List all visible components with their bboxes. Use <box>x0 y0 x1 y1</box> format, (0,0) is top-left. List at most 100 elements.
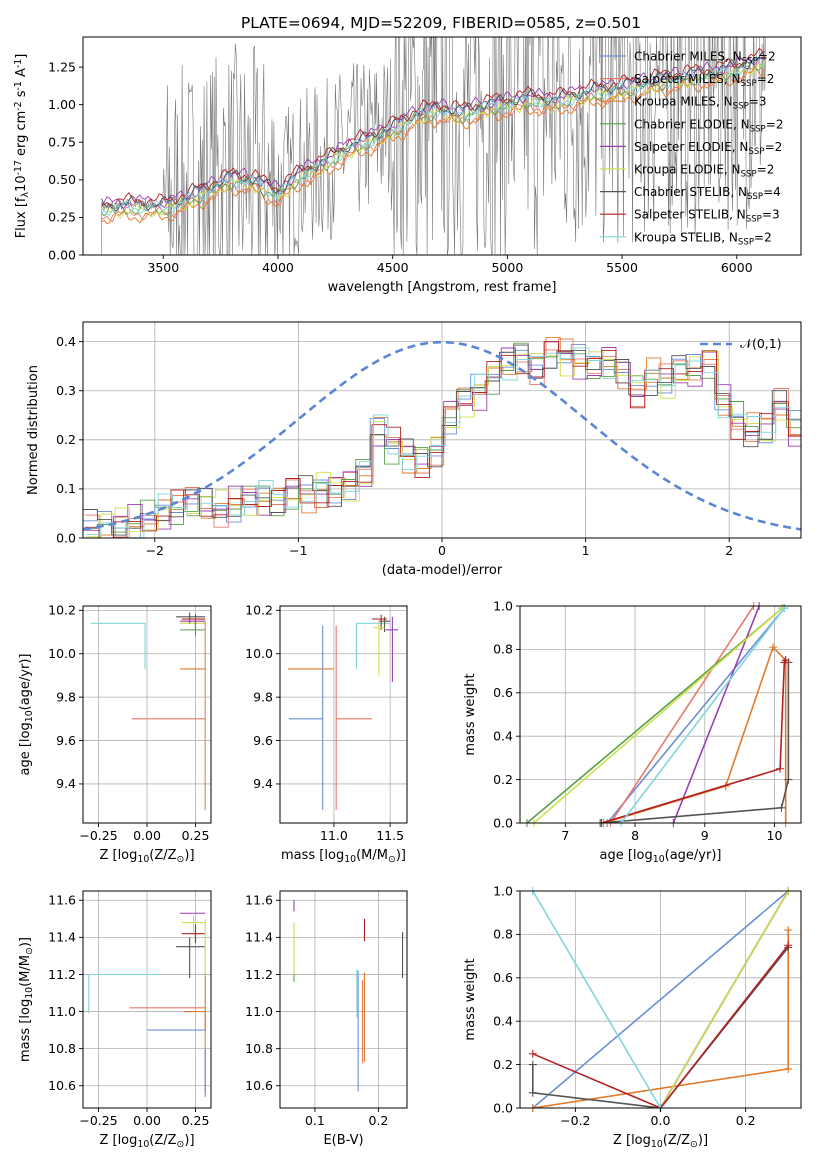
residual-histogram <box>86 347 801 538</box>
model-spectrum-line <box>101 56 766 217</box>
y-tick-label: 0.6 <box>493 970 513 985</box>
y-axis-label: Normed distribution <box>26 365 41 495</box>
model-spectrum-line <box>101 47 766 210</box>
y-tick-label: 0.2 <box>56 432 76 447</box>
y-tick-label: 10.8 <box>245 1041 273 1056</box>
mass-weight-marker <box>528 1060 537 1069</box>
y-axis-label: Flux [fλ​10-17​ erg cm-2​ s-1​ A-1​] <box>13 54 31 239</box>
legend-label: Salpeter MILES, NSSP​=2 <box>634 72 774 89</box>
y-tick-label: 1.25 <box>48 59 76 74</box>
age-vs-mass-panel: 11.0 11.5 9.4 9.6 9.8 10.0 10.2 mass [log10​(M/… <box>245 603 408 865</box>
y-tick-label: 0.0 <box>493 815 513 830</box>
y-tick-label: 0.4 <box>56 334 76 349</box>
y-tick-label: 0.0 <box>56 530 76 545</box>
mass-weight-line <box>620 607 785 823</box>
x-tick-label: 7 <box>561 828 569 843</box>
legend-label: Kroupa MILES, NSSP​=3 <box>634 95 767 112</box>
legend-label: Salpeter STELIB, NSSP​=3 <box>634 208 780 225</box>
legend-label: Chabrier ELODIE, NSSP​=2 <box>634 117 783 134</box>
mass-weight-line <box>606 607 785 823</box>
residual-histogram <box>83 342 801 533</box>
x-tick-label: 11.0 <box>320 828 348 843</box>
axes-frame <box>519 605 802 824</box>
residual-histogram <box>83 344 801 536</box>
x-tick-label: 5000 <box>491 260 523 275</box>
x-axis-label: (data-model)/error <box>382 563 503 578</box>
y-tick-label: 0.4 <box>493 1014 513 1029</box>
x-tick-label: 8 <box>631 828 639 843</box>
x-tick-label: 4500 <box>377 260 409 275</box>
mass-weight-marker <box>777 803 786 812</box>
y-tick-label: 0.3 <box>56 383 76 398</box>
x-tick-label: 0.2 <box>368 1113 388 1128</box>
y-tick-label: 0.1 <box>56 481 76 496</box>
y-tick-label: 1.0 <box>493 598 513 613</box>
x-tick-label: 2 <box>725 543 733 558</box>
mass-weight-marker <box>776 764 785 773</box>
mass-weight-marker <box>780 658 789 667</box>
x-tick-label: −2 <box>146 543 164 558</box>
y-tick-label: 0.8 <box>493 642 513 657</box>
residual-histogram <box>84 338 801 538</box>
x-tick-label: 0.2 <box>736 1113 756 1128</box>
x-tick-label: 1 <box>582 543 590 558</box>
y-tick-label: 0.25 <box>48 210 76 225</box>
y-tick-label: 10.6 <box>245 1078 273 1093</box>
mass-weight-line <box>659 891 789 1108</box>
residual-histogram <box>83 344 801 538</box>
y-tick-label: 10.6 <box>48 1078 76 1093</box>
y-tick-label: 0.2 <box>493 772 513 787</box>
legend-label: 𝒩(0,1) <box>740 336 782 351</box>
x-tick-label: 0.25 <box>182 828 210 843</box>
x-axis-label: age [log10​(age/yr)] <box>600 848 722 865</box>
y-tick-label: 1.00 <box>48 97 76 112</box>
x-tick-label: 0.00 <box>133 828 161 843</box>
figure-title: PLATE=0694, MJD=52209, FIBERID=0585, z=0… <box>241 14 641 32</box>
y-tick-label: 9.4 <box>56 776 76 791</box>
mass-weight-marker <box>784 1064 793 1073</box>
model-spectrum-line <box>101 60 766 219</box>
y-tick-label: 11.4 <box>48 930 76 945</box>
model-spectrum-line <box>101 61 766 223</box>
y-tick-label: 1.0 <box>493 883 513 898</box>
mass-weight-marker <box>784 775 793 784</box>
y-tick-label: 11.0 <box>48 1004 76 1019</box>
y-tick-label: 0.2 <box>493 1057 513 1072</box>
age-vs-metallicity-panel: −0.25 0.00 0.25 9.4 9.6 9.8 10.0 10.2 Z [log10​(… <box>18 603 212 865</box>
x-tick-label: 6000 <box>721 260 753 275</box>
y-axis-label: mass weight <box>463 958 478 1040</box>
legend-label: Kroupa ELODIE, NSSP​=2 <box>634 163 774 180</box>
legend-label: Salpeter ELODIE, NSSP​=2 <box>634 140 782 157</box>
y-tick-label: 0.8 <box>493 927 513 942</box>
residual-histogram <box>86 337 801 538</box>
x-tick-label: −0.25 <box>79 1113 117 1128</box>
x-tick-label: −0.25 <box>79 828 117 843</box>
model-spectrum-line <box>100 51 765 212</box>
mass-vs-reddening-panel: 0.1 0.2 10.6 10.8 11.0 11.2 11.4 11.6 E(B-V) <box>245 890 408 1148</box>
mass-weight-line <box>532 944 789 1108</box>
y-axis-label: mass [log10​(M/M⊙​)] <box>18 937 35 1062</box>
y-tick-label: 0.4 <box>493 729 513 744</box>
y-tick-label: 9.8 <box>56 689 76 704</box>
mass-weight-line <box>609 606 755 823</box>
y-tick-label: 9.6 <box>253 733 273 748</box>
y-tick-label: 10.0 <box>48 646 76 661</box>
x-axis-label: Z [log10​(Z/Z⊙​)] <box>99 848 194 865</box>
x-axis-label: Z [log10​(Z/Z⊙​)] <box>613 1133 708 1150</box>
mass-weight-line <box>672 606 760 823</box>
y-tick-label: 0.6 <box>493 685 513 700</box>
legend-label: Chabrier MILES, NSSP​=2 <box>634 50 776 67</box>
x-tick-label: 0 <box>438 543 446 558</box>
x-tick-label: 11.5 <box>376 828 404 843</box>
y-tick-label: 9.8 <box>253 689 273 704</box>
axes-frame <box>279 890 408 1109</box>
y-tick-label: 0.50 <box>48 172 76 187</box>
x-axis-label: E(B-V) <box>323 1133 363 1148</box>
x-tick-label: 0.25 <box>182 1113 210 1128</box>
y-tick-label: 10.8 <box>48 1041 76 1056</box>
x-tick-label: 5500 <box>606 260 638 275</box>
massweight-vs-age-panel: 7 8 9 10 0.0 0.2 0.4 0.6 0.8 1.0 age [log10​(age/y… <box>463 598 802 865</box>
x-tick-label: −0.2 <box>560 1113 590 1128</box>
y-axis-label: mass weight <box>463 673 478 755</box>
